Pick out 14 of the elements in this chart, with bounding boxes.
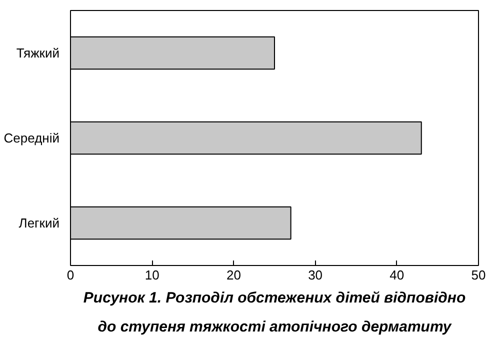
x-tick-label: 10 [144, 268, 160, 282]
x-tick-label: 40 [390, 268, 404, 282]
x-tick-label: 20 [226, 268, 241, 282]
x-tick-label: 0 [66, 268, 74, 282]
y-tick-label: Середній [4, 130, 60, 146]
text: до ступеня тяжкості атопічного дерматиту [98, 318, 452, 336]
y-tick-label: Тяжкий [16, 46, 60, 60]
bar [70, 121, 422, 155]
x-tick-label: 30 [308, 268, 323, 282]
y-tick-label: Легкий [18, 216, 60, 230]
bar [70, 36, 275, 70]
x-tick-label: 50 [471, 268, 486, 282]
text: Рисунок 1. Розподіл обстежених дітей відповідно [83, 290, 466, 306]
bar [70, 206, 292, 240]
